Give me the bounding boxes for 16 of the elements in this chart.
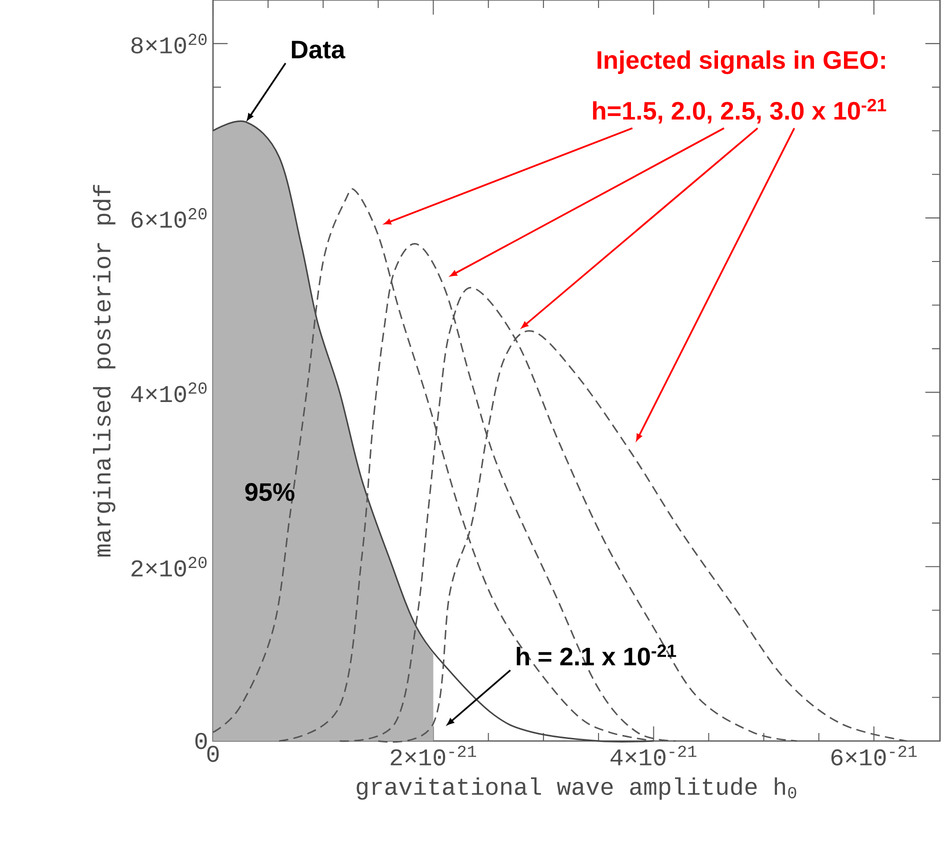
y-tick-label: 4×10$^{20}$	[131, 382, 207, 402]
y-axis-title: marginalised posterior pdf	[92, 184, 116, 557]
annotation: h = 2.1 x 10$^{-21}$	[516, 644, 676, 666]
annotation: 95%	[245, 483, 294, 501]
y-tick-label: 8×10$^{20}$	[131, 34, 207, 54]
annotation: Data	[292, 40, 346, 58]
x-axis-title: gravitational wave amplitude h$_{0}$	[356, 777, 796, 800]
y-tick-label: 2×10$^{20}$	[132, 556, 207, 577]
annotation: Injected signals in GEO:	[598, 50, 885, 74]
annotation: h=1.5, 2.0, 2.5, 3.0 x 10$^{-21}$	[593, 98, 886, 124]
x-tick-label: 4×10$^{-21}$	[610, 746, 696, 766]
y-tick-label: 6×10$^{20}$	[132, 208, 207, 228]
x-tick-label: 0	[207, 746, 219, 762]
x-tick-label: 6×10$^{-21}$	[831, 746, 917, 766]
y-tick-label: 0	[195, 732, 207, 750]
x-tick-label: 2×10$^{-21}$	[390, 746, 476, 766]
